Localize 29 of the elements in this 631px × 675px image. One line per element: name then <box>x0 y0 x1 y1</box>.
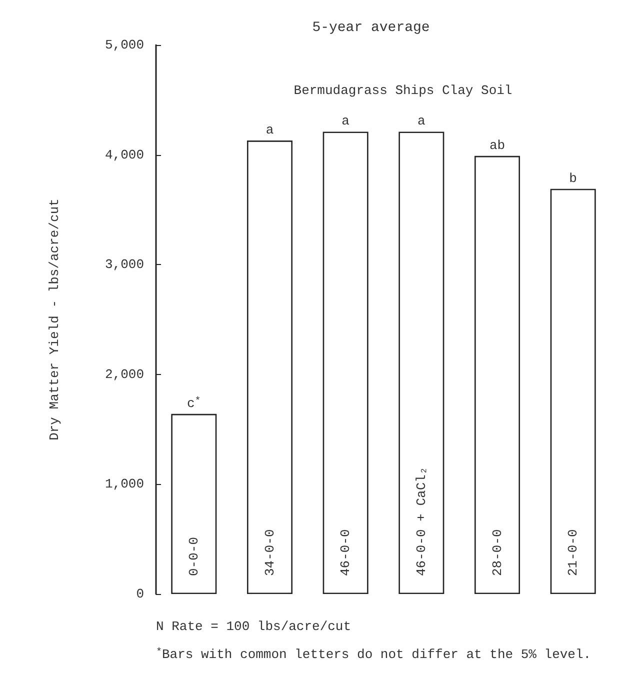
y-tick-label: 5,000 <box>104 38 144 52</box>
x-tick-label: 46-0-0 <box>338 529 354 576</box>
annotation: a <box>266 122 274 138</box>
text: Bermudagrass Ships Clay Soil <box>294 83 512 98</box>
y-tick-label: 3,000 <box>104 257 144 272</box>
annotation: a <box>342 114 350 129</box>
x-tick-label: 46-0-0 + CaCl₂ <box>414 466 429 576</box>
annotation: b <box>569 170 577 186</box>
text: *Bars with common letters do not differ at the 5% level. <box>156 646 592 662</box>
bar <box>474 156 520 594</box>
x-tick-label: 34-0-0 <box>262 529 278 576</box>
y-axis-title: Dry Matter Yield - lbs/acre/cut <box>47 198 62 440</box>
x-tick-label: 28-0-0 <box>490 529 505 576</box>
bar <box>398 132 444 594</box>
x-tick-label: 0-0-0 <box>186 536 202 576</box>
y-tick-label: 4,000 <box>104 147 144 162</box>
bar <box>171 414 217 594</box>
annotation: c* <box>187 395 201 411</box>
bar <box>550 188 596 594</box>
x-tick-label: 21-0-0 <box>566 529 581 576</box>
annotation: ab <box>489 138 506 153</box>
y-tick-label: 0 <box>136 586 144 602</box>
annotation: a <box>418 114 426 129</box>
bar <box>247 140 292 594</box>
y-tick-label: 2,000 <box>104 366 144 382</box>
bar <box>322 132 368 594</box>
y-tick-label: 1,000 <box>104 476 144 492</box>
chart-title: 5-year average <box>312 20 430 36</box>
text: N Rate = 100 lbs/acre/cut <box>156 619 352 634</box>
